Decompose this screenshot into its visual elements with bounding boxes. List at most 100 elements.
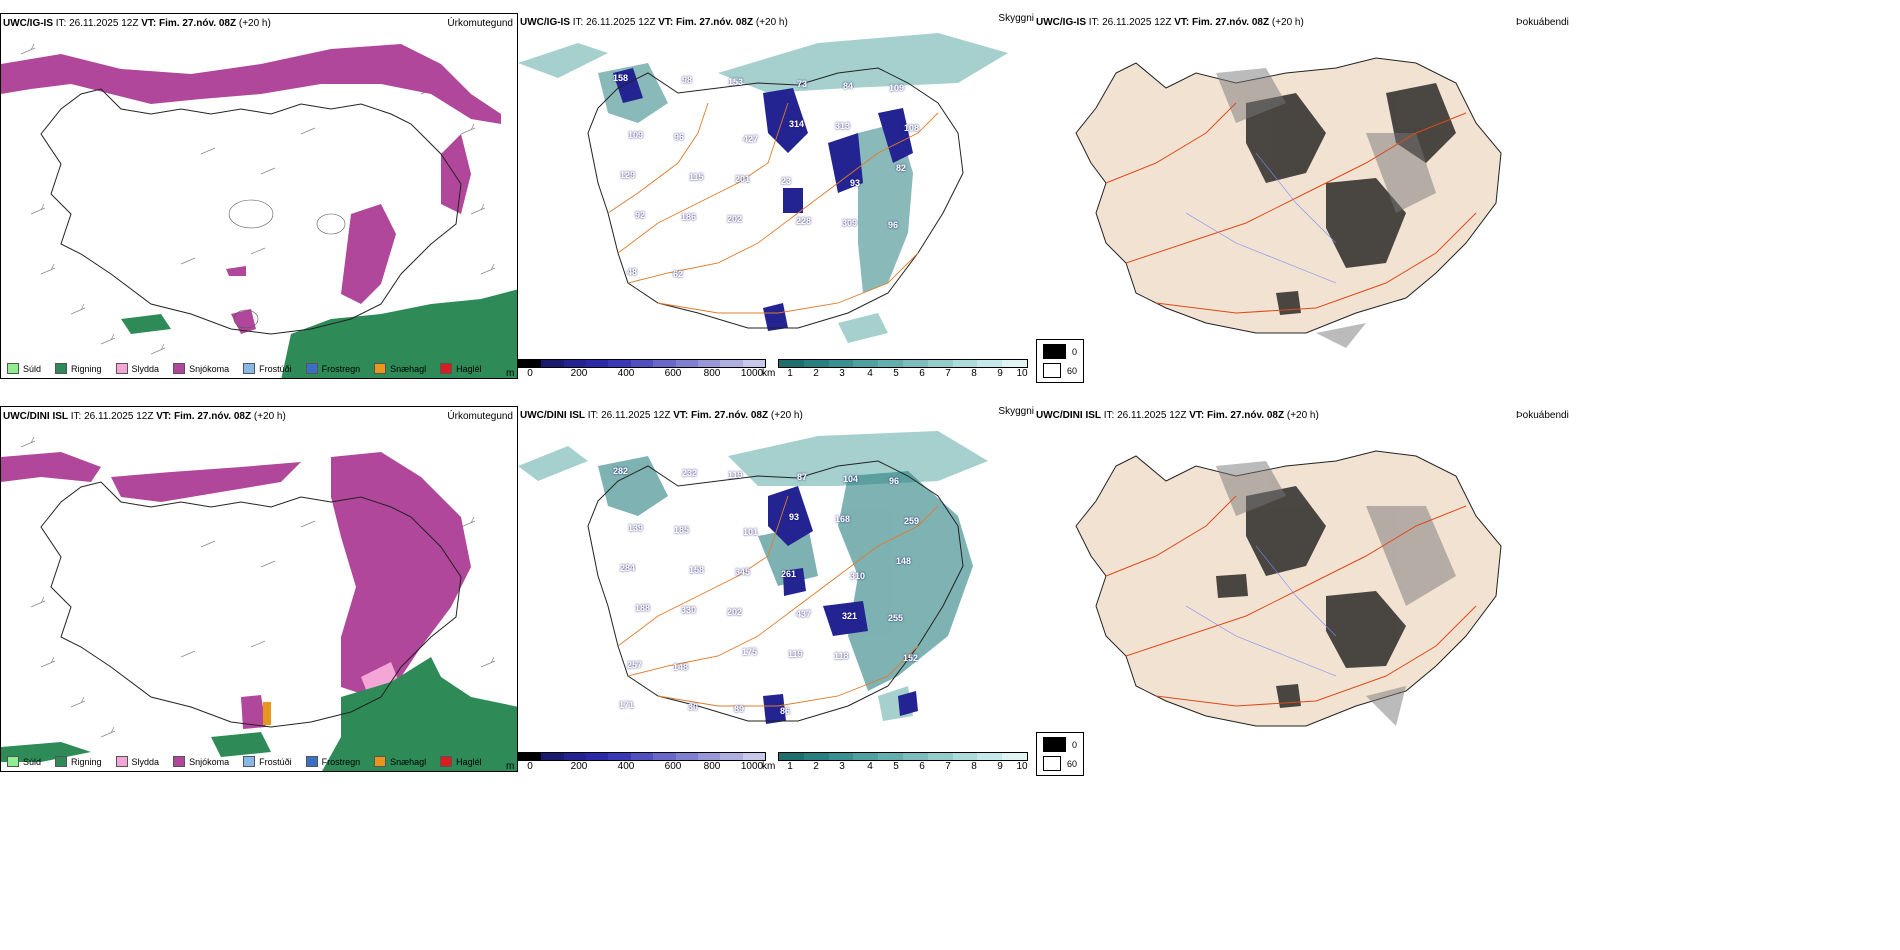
visibility-value-label: 129 [620,170,636,180]
visibility-value-label: 84 [843,81,854,91]
colorbar-km-bar [778,359,1028,368]
precip-type-map [1,436,517,771]
visibility-value-label: 62 [673,269,684,279]
legend-swatch [243,756,256,767]
visibility-value-label: 310 [850,571,866,581]
legend-item-rain: Rigning [55,756,102,767]
panel-label-visibility: Skyggni [998,13,1034,24]
panel-label-precip-type: Úrkomutegund [447,411,513,422]
panel-title: UWC/DINI ISL IT: 26.11.2025 12Z VT: Fim.… [1036,410,1319,421]
visibility-fill [598,63,913,293]
colorbar-km-unit: km [762,761,776,772]
coastline [40,88,462,335]
visibility-value-label: 158 [689,565,705,575]
legend-item-freezing-rain: Frostregn [305,363,360,374]
visibility-value-label: 345 [735,567,751,577]
fog-legend-item: 0 [1043,737,1077,752]
colorbar-m-bar [518,359,766,368]
snow-areas [1,44,501,334]
precip-type-panel-1: UWC/IG-IS IT: 26.11.2025 12Z VT: Fim. 27… [0,13,518,379]
visibility-value-label: 115 [689,172,704,182]
rivers [1185,152,1337,284]
visibility-value-label: 89 [734,704,745,714]
visibility-value-label: 330 [681,605,697,615]
visibility-value-label: 92 [635,210,646,220]
cloud-base-fill [613,68,913,331]
snow-areas [1,452,471,729]
visibility-value-label: 201 [735,174,751,184]
legend-item-drizzle: Súld [7,756,41,767]
legend-swatch [7,363,19,374]
visibility-value-label: 321 [842,611,858,621]
legend-item-freezing-drizzle: Frostúði [243,363,292,374]
precip-type-legend: Súld Rigning Slydda Snjókoma Frostúði Fr… [7,363,482,374]
coastline [587,460,964,722]
visibility-value-label: 98 [682,75,693,85]
fog-legend-2: 0 60 [1036,732,1084,776]
wind-barbs [20,436,496,738]
snow-pellet-areas [263,702,271,725]
visibility-value-label: 232 [682,468,698,478]
visibility-value-label: 96 [889,476,900,486]
visibility-value-label: 86 [780,706,791,716]
visibility-value-label: 427 [743,134,759,144]
visibility-panel-1: UWC/IG-IS IT: 26.11.2025 12Z VT: Fim. 27… [506,13,1084,383]
legend-swatch [55,363,68,374]
visibility-map [518,431,988,724]
colorbar-km-bar [778,752,1028,761]
road-network [607,102,939,314]
rain-areas [1,657,517,771]
cloud-base-colorbar-1: 0 200 400 600 800 1000 m [506,359,766,380]
fog-legend-item: 60 [1043,756,1077,771]
visibility-value-label: 185 [674,525,690,535]
visibility-value-label: 309 [842,218,858,228]
visibility-value-label: 30 [688,702,699,712]
legend-item-snow-pellets: Snæhagl [374,756,426,767]
visibility-value-label: 257 [627,660,643,670]
visibility-value-label: 118 [834,651,849,661]
panel-title: UWC/DINI ISL IT: 26.11.2025 12Z VT: Fim.… [3,411,286,422]
fog-legend-item: 60 [1043,363,1077,378]
visibility-value-label: 148 [896,556,912,566]
fog-map [1075,57,1502,348]
visibility-value-label: 186 [681,212,697,222]
legend-item-freezing-drizzle: Frostúði [243,756,292,767]
visibility-value-label: 255 [888,613,904,623]
cloud-base-fill [763,486,918,724]
legend-item-snow: Snjókoma [173,756,229,767]
visibility-value-label: 202 [727,607,743,617]
visibility-value-label: 313 [835,121,851,131]
visibility-value-label: 82 [896,163,907,173]
legend-swatch [115,756,128,767]
fog-legend-item: 0 [1043,344,1077,359]
colorbar-km-ticks: 1 2 3 4 5 6 7 8 9 10 [787,368,1028,379]
colorbar-m-unit: m [506,761,515,772]
panel-label-fog: Þokuábendi [1516,410,1569,421]
visibility-value-label: 152 [903,653,919,663]
legend-swatch [7,756,19,767]
legend-item-snow-pellets: Snæhagl [374,363,426,374]
visibility-value-label: 109 [889,83,905,93]
fog-legend-1: 0 60 [1036,339,1084,383]
fog-grey-areas [1216,461,1456,726]
road-network [1105,102,1477,314]
colorbar-km-unit: km [762,368,776,379]
fog-index-panel-1: UWC/IG-IS IT: 26.11.2025 12Z VT: Fim. 27… [1036,13,1900,379]
legend-item-rain: Rigning [55,363,102,374]
cloud-base-colorbar-2: 0 200 400 600 800 1000 m [506,752,766,773]
road-network [617,495,939,707]
low-visibility-haze [518,431,988,721]
rivers [1185,545,1337,677]
visibility-value-label: 153 [728,77,744,87]
visibility-value-label: 96 [888,220,899,230]
visibility-value-label: 73 [797,79,808,89]
legend-item-sleet: Slydda [115,363,159,374]
precip-type-panel-2: UWC/DINI ISL IT: 26.11.2025 12Z VT: Fim.… [0,406,518,772]
glacier-outlines [228,199,346,329]
legend-swatch [305,756,318,767]
colorbar-m-bar [518,752,766,761]
legend-item-snow: Snjókoma [173,363,229,374]
visibility-value-label: 101 [743,527,759,537]
visibility-value-label: 168 [835,514,851,524]
visibility-value-label: 96 [674,132,685,142]
